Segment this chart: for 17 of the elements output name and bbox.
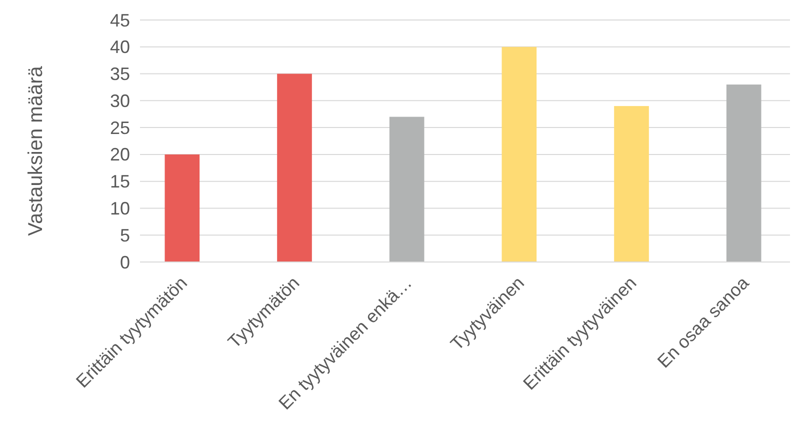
y-tick-label: 5 bbox=[120, 225, 130, 246]
y-tick-label: 40 bbox=[110, 37, 130, 58]
y-tick-label: 0 bbox=[120, 252, 130, 272]
y-tick-label: 30 bbox=[110, 90, 130, 111]
y-tick-label: 10 bbox=[110, 198, 130, 219]
bar bbox=[502, 46, 537, 262]
bar bbox=[389, 116, 424, 262]
y-tick-label: 15 bbox=[110, 172, 130, 192]
bar bbox=[614, 106, 649, 262]
bar bbox=[164, 154, 200, 262]
y-tick-label: 25 bbox=[110, 118, 130, 138]
y-tick-label: 35 bbox=[110, 64, 130, 84]
bar bbox=[726, 84, 762, 262]
y-axis-title: Vastauksien määrä bbox=[25, 65, 47, 236]
y-tick-label: 45 bbox=[110, 10, 130, 30]
bar bbox=[277, 74, 312, 262]
y-tick-label: 20 bbox=[110, 144, 130, 165]
